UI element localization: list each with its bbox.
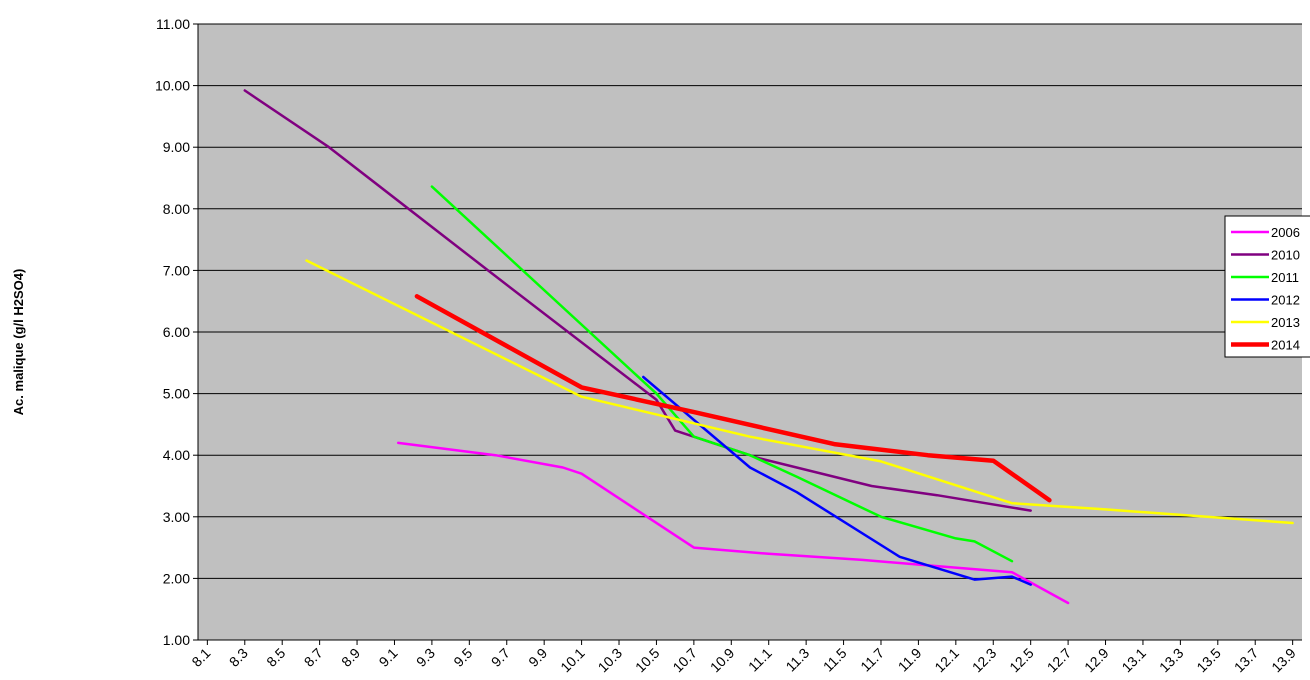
x-tick-label: 11.9 (895, 645, 925, 675)
series-line-2013 (305, 259, 1294, 525)
x-tick-label: 11.1 (745, 645, 775, 675)
x-axis-ticks: 8.1 8.3 8.5 8.7 8.9 9.1 9.3 9.5 9.7 9.9 10.1 10.3 10… (188, 640, 1299, 675)
x-tick-label: 9.5 (450, 645, 475, 670)
y-tick-label: 10.00 (155, 78, 190, 94)
x-tick-label: 13.1 (1118, 645, 1149, 676)
x-tick-label: 9.9 (525, 645, 550, 670)
series-line-2010 (243, 89, 1032, 512)
legend-label-2011: 2011 (1271, 270, 1299, 285)
x-tick-label: 10.1 (557, 645, 588, 676)
gridlines (198, 23, 1302, 641)
y-tick-label: 5.00 (163, 386, 190, 402)
y-tick-label: 11.00 (156, 16, 190, 32)
x-tick-label: 9.1 (376, 645, 401, 670)
legend-label-2014: 2014 (1271, 338, 1300, 353)
series-line-2014 (414, 294, 1052, 503)
x-tick-label: 12.7 (1044, 645, 1075, 676)
x-tick-label: 11.7 (857, 645, 887, 675)
series-line-2012 (642, 375, 1032, 586)
x-tick-label: 8.9 (338, 645, 363, 670)
y-tick-label: 1.00 (163, 632, 190, 648)
legend-label-2010: 2010 (1271, 248, 1300, 263)
y-tick-label: 3.00 (163, 509, 190, 525)
legend-label-2006: 2006 (1271, 225, 1300, 240)
y-tick-label: 6.00 (163, 324, 190, 340)
y-tick-label: 7.00 (163, 262, 190, 278)
x-tick-label: 12.5 (1006, 645, 1037, 676)
y-tick-label: 4.00 (163, 447, 190, 463)
x-tick-label: 8.3 (226, 645, 251, 670)
x-tick-label: 10.3 (595, 645, 626, 676)
x-tick-label: 11.5 (820, 645, 850, 675)
y-tick-label: 2.00 (163, 570, 190, 586)
x-tick-label: 9.7 (488, 645, 513, 670)
y-axis-ticks: 1.00 2.00 3.00 4.00 5.00 6.00 7.00 8.00 9.00 10.0… (155, 16, 198, 648)
legend-label-2013: 2013 (1271, 315, 1300, 330)
x-tick-label: 13.7 (1231, 645, 1262, 676)
x-tick-label: 13.3 (1156, 645, 1187, 676)
x-tick-label: 8.1 (188, 645, 213, 670)
x-tick-label: 9.3 (413, 645, 438, 670)
series-lines (243, 89, 1294, 605)
x-tick-label: 10.5 (632, 645, 663, 676)
x-tick-label: 12.3 (969, 645, 1000, 676)
x-tick-label: 8.7 (301, 645, 326, 670)
series-line-2006 (396, 441, 1070, 605)
x-tick-label: 10.9 (707, 645, 738, 676)
legend-box (1224, 215, 1310, 358)
y-axis-label: Ac. malique (g/l H2SO4) (11, 269, 26, 416)
legend: 2006 2010 2011 2012 2013 2014 (1224, 215, 1310, 358)
x-tick-label: 13.9 (1268, 645, 1299, 676)
x-tick-label: 11.3 (782, 645, 812, 675)
y-tick-label: 9.00 (163, 139, 190, 155)
x-tick-label: 12.9 (1081, 645, 1112, 676)
x-tick-label: 8.5 (263, 645, 288, 670)
y-tick-label: 8.00 (163, 201, 190, 217)
legend-label-2012: 2012 (1271, 293, 1300, 308)
x-tick-label: 12.1 (931, 645, 962, 676)
x-tick-label: 10.7 (669, 645, 700, 676)
x-tick-label: 13.5 (1193, 645, 1224, 676)
